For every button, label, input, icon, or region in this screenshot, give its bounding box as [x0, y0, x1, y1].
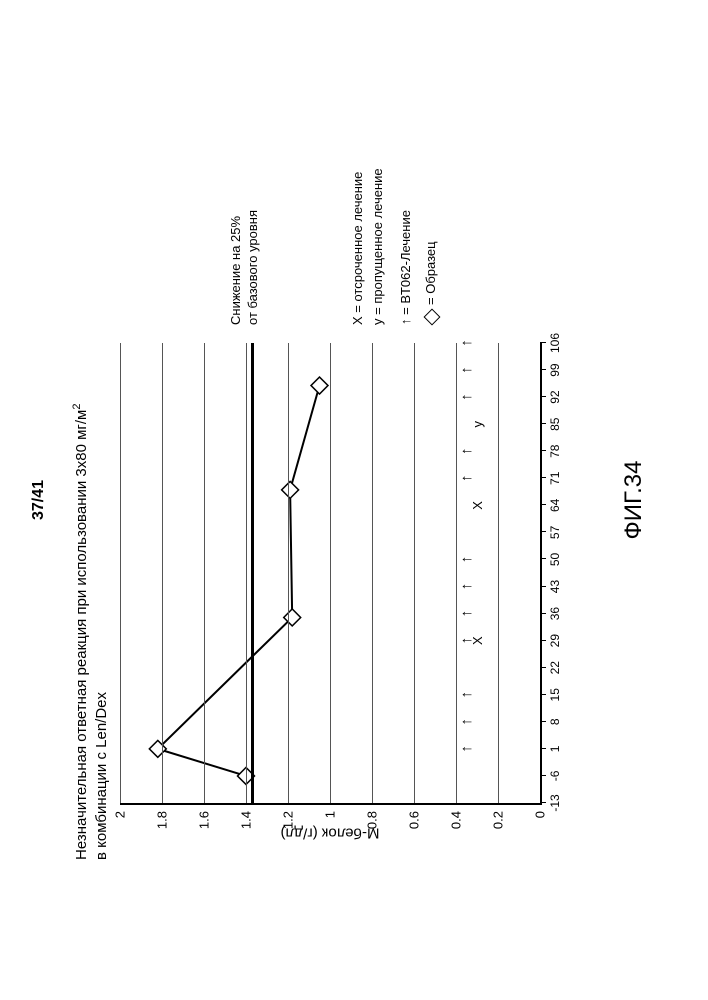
figure-caption: ФИГ.34: [620, 0, 648, 1000]
treatment-arrow-icon: ↑: [459, 556, 474, 564]
x-tick-label: 22: [540, 661, 562, 674]
legend-treatment: ↑ = BT062-Лечение: [398, 210, 415, 325]
x-tick-label: -13: [540, 794, 562, 811]
x-tick-label: 36: [540, 607, 562, 620]
gridline: [414, 343, 415, 803]
x-tick-label: 43: [540, 580, 562, 593]
page-number: 37/41: [30, 0, 48, 1000]
gridline: [288, 343, 289, 803]
plot-area: M-белок (г/дл) 00.20.40.60.811.21.41.61.…: [120, 343, 542, 805]
delayed-mark: X: [471, 636, 484, 645]
data-marker-diamond-icon: [282, 481, 299, 498]
x-tick-label: 15: [540, 688, 562, 701]
delayed-mark: X: [471, 501, 484, 510]
x-tick-label: 71: [540, 472, 562, 485]
refline-label-l2: от базового уровня: [245, 210, 260, 325]
x-tick-label: 85: [540, 418, 562, 431]
x-tick-label: 78: [540, 445, 562, 458]
title-line1: Незначительная ответная реакция при испо…: [73, 410, 90, 860]
refline-label: Снижение на 25% от базового уровня: [228, 210, 262, 325]
title-line2: в комбинации с Len/Dex: [93, 692, 110, 860]
treatment-arrow-icon: ↑: [459, 691, 474, 699]
treatment-arrow-icon: ↑: [459, 366, 474, 374]
gridline: [498, 343, 499, 803]
treatment-arrow-icon: ↑: [459, 718, 474, 726]
chart: Незначительная ответная реакция при испо…: [70, 140, 570, 860]
treatment-arrow-icon: ↑: [459, 610, 474, 618]
diamond-icon: [423, 309, 440, 326]
gridline: [162, 343, 163, 803]
gridline: [456, 343, 457, 803]
missed-mark: y: [471, 421, 484, 428]
treatment-arrow-icon: ↑: [459, 339, 474, 347]
page: 37/41 Незначительная ответная реакция пр…: [0, 0, 708, 1000]
treatment-arrow-icon: ↑: [459, 745, 474, 753]
gridline: [120, 343, 121, 803]
rotated-content: 37/41 Незначительная ответная реакция пр…: [0, 0, 708, 1000]
y-tick-label: 0.2: [491, 803, 506, 829]
x-tick-label: 106: [540, 333, 562, 353]
x-tick-label: 99: [540, 363, 562, 376]
x-tick-label: 64: [540, 499, 562, 512]
data-marker-diamond-icon: [311, 377, 328, 394]
legend-sample-text: = Образец: [423, 241, 438, 305]
reference-line: [251, 343, 254, 803]
y-tick-label: 0.6: [407, 803, 422, 829]
gridline: [204, 343, 205, 803]
y-tick-label: 1.2: [281, 803, 296, 829]
x-tick-label: 50: [540, 553, 562, 566]
treatment-arrow-icon: ↑: [459, 475, 474, 483]
y-tick-label: 0.4: [449, 803, 464, 829]
y-tick-label: 1.4: [239, 803, 254, 829]
gridline: [372, 343, 373, 803]
chart-title: Незначительная ответная реакция при испо…: [70, 404, 113, 860]
treatment-arrow-icon: ↑: [459, 583, 474, 591]
x-tick-label: -6: [540, 771, 562, 782]
y-tick-label: 1.8: [155, 803, 170, 829]
x-tick-label: 57: [540, 526, 562, 539]
y-tick-label: 1.6: [197, 803, 212, 829]
title-sup: 2: [71, 404, 83, 410]
x-tick-label: 29: [540, 634, 562, 647]
x-tick-label: 1: [540, 746, 562, 753]
legend-missed: y = пропущенное лечение: [370, 168, 387, 325]
gridline: [330, 343, 331, 803]
refline-label-l1: Снижение на 25%: [228, 216, 243, 325]
x-tick-label: 8: [540, 718, 562, 725]
x-tick-label: 92: [540, 390, 562, 403]
legend-sample: = Образец: [423, 241, 440, 325]
y-tick-label: 0.8: [365, 803, 380, 829]
y-tick-label: 1: [323, 803, 338, 818]
y-tick-label: 2: [113, 803, 128, 818]
treatment-arrow-icon: ↑: [459, 448, 474, 456]
treatment-arrow-icon: ↑: [459, 393, 474, 401]
gridline: [246, 343, 247, 803]
legend-delayed: X = отсроченное лечение: [350, 172, 367, 325]
